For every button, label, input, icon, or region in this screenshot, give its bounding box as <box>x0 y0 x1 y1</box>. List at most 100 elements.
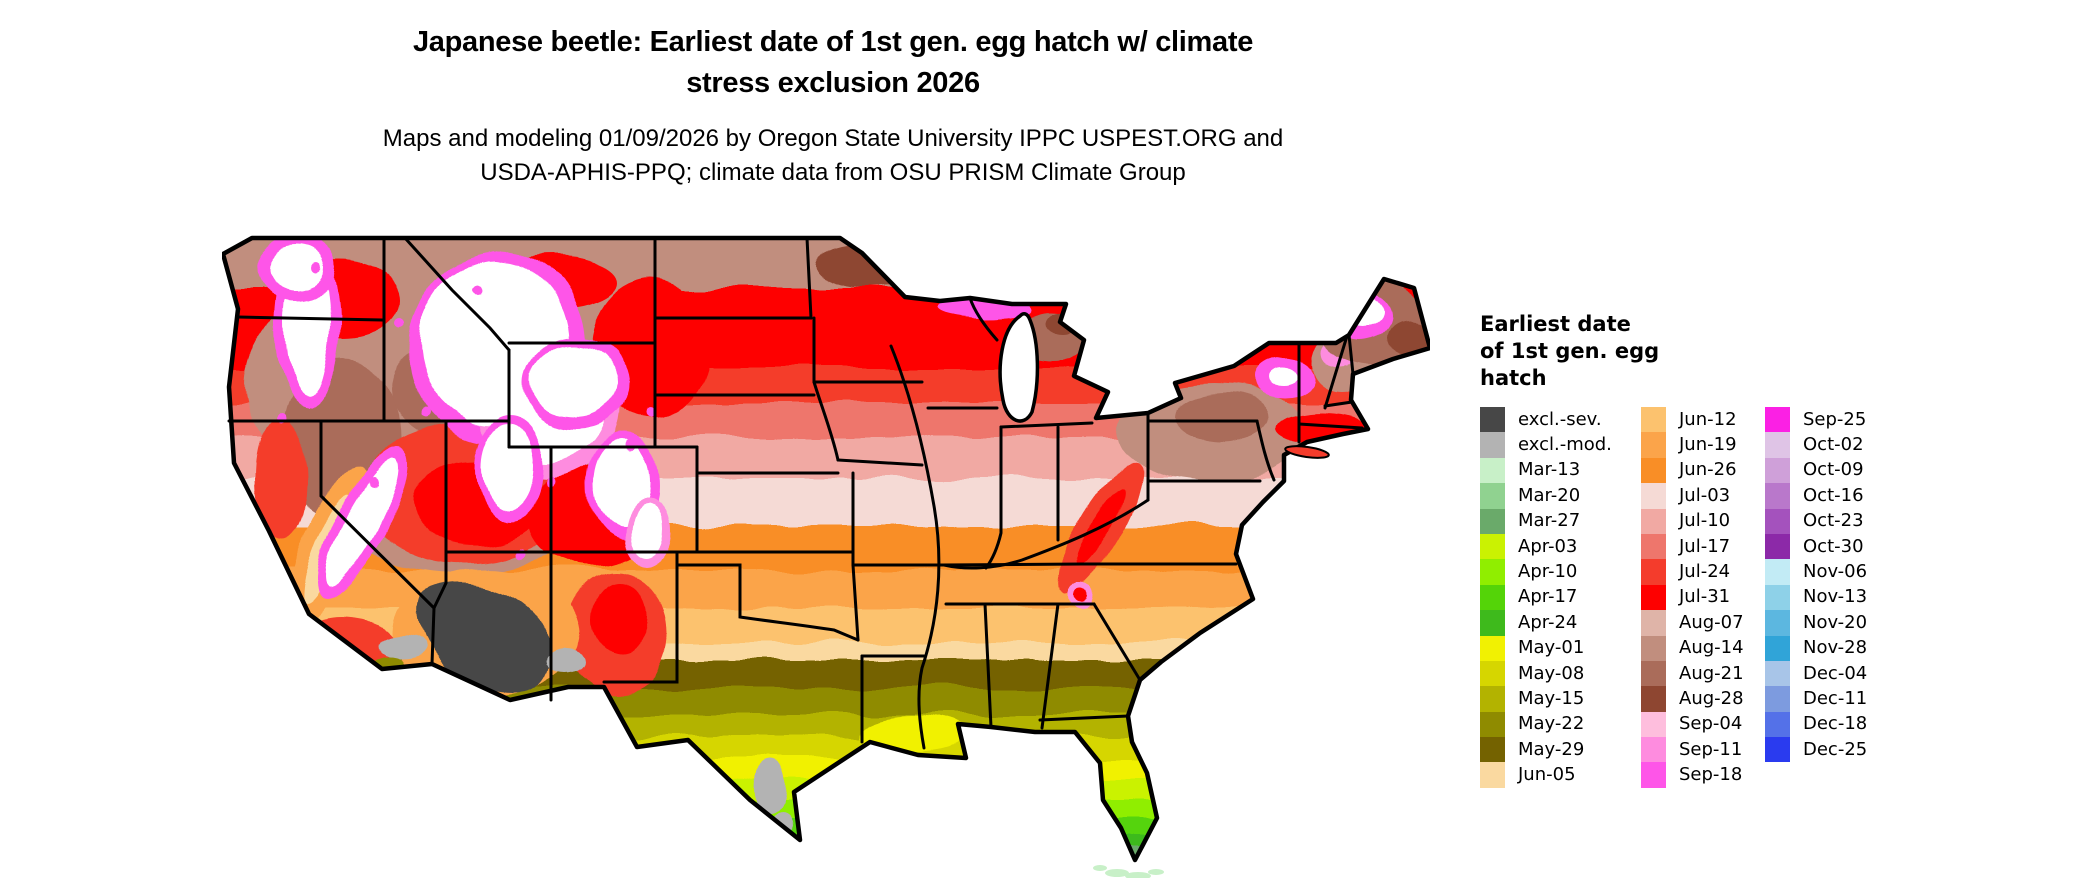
legend-column: Jun-12 Jun-19 Jun-26 Jul-03 Jul-10 Jul-17 Jul-… <box>1641 407 1744 788</box>
us-map-svg <box>220 235 1433 880</box>
legend-entry: May-01 <box>1480 635 1612 661</box>
legend-swatch <box>1765 483 1790 509</box>
legend-label: Sep-04 <box>1679 713 1743 735</box>
legend-label: Jun-05 <box>1518 764 1576 786</box>
legend-label: Oct-30 <box>1803 535 1864 557</box>
legend-label: Sep-11 <box>1679 738 1743 760</box>
legend-label: Sep-25 <box>1803 408 1867 430</box>
legend-swatch <box>1480 407 1505 433</box>
legend-entry: Aug-14 <box>1641 635 1744 661</box>
legend-swatch <box>1765 711 1790 738</box>
legend-swatch <box>1641 660 1666 687</box>
legend-label: May-22 <box>1518 713 1585 735</box>
legend-swatch <box>1765 407 1790 433</box>
lake-michigan <box>998 312 1040 423</box>
legend-entry: excl.-sev. <box>1480 407 1612 433</box>
legend-label: Oct-02 <box>1803 434 1864 456</box>
legend-entry: Apr-17 <box>1480 584 1612 611</box>
legend-entry: Oct-23 <box>1765 508 1867 534</box>
legend-entry: Mar-27 <box>1480 508 1612 534</box>
legend-entry: Nov-06 <box>1765 559 1868 585</box>
legend-entry: Sep-11 <box>1641 737 1744 763</box>
legend-label: Jul-17 <box>1679 535 1731 557</box>
legend-label: Dec-18 <box>1803 713 1868 735</box>
subtitle-line-1: Maps and modeling 01/09/2026 by Oregon S… <box>382 125 1284 152</box>
legend-label: Nov-06 <box>1803 561 1868 583</box>
us-outline <box>220 235 1433 863</box>
legend-label: Mar-20 <box>1518 484 1581 506</box>
legend-title-line-3: hatch <box>1480 366 1547 390</box>
legend-swatch <box>1641 533 1666 560</box>
legend-entry: Dec-11 <box>1765 686 1867 712</box>
legend-entry: Jul-10 <box>1641 508 1744 534</box>
legend-swatch <box>1641 610 1666 636</box>
legend-swatch <box>1480 686 1505 712</box>
legend-swatch <box>1480 432 1505 458</box>
legend-swatch <box>1765 737 1790 763</box>
legend-entry: Sep-18 <box>1641 762 1744 788</box>
legend-entry: Jul-24 <box>1641 559 1744 585</box>
legend-entry: Aug-07 <box>1641 610 1744 636</box>
florida-keys <box>1093 865 1164 880</box>
legend-swatch <box>1641 432 1666 458</box>
legend-swatch <box>1641 762 1666 788</box>
legend-swatch <box>1641 508 1666 534</box>
legend-entry: May-08 <box>1480 660 1612 687</box>
legend-label: Jun-12 <box>1679 408 1737 430</box>
legend-swatch <box>1641 457 1666 484</box>
legend-entry: Oct-09 <box>1765 457 1867 484</box>
legend-label: Sep-18 <box>1679 764 1743 786</box>
legend-label: May-15 <box>1518 687 1585 709</box>
state-borders <box>227 236 1364 750</box>
legend-label: May-08 <box>1518 662 1585 684</box>
legend-label: Aug-21 <box>1679 662 1744 684</box>
legend-label: Dec-04 <box>1803 662 1868 684</box>
legend-swatch <box>1480 635 1505 661</box>
legend-swatch <box>1480 483 1505 509</box>
legend-entry: Oct-02 <box>1765 432 1867 458</box>
legend-label: Mar-27 <box>1518 510 1581 532</box>
legend-swatch <box>1641 686 1666 712</box>
legend-entry: May-29 <box>1480 737 1612 763</box>
legend-swatch <box>1641 711 1666 738</box>
legend-label: Oct-09 <box>1803 459 1864 481</box>
legend-swatch <box>1765 610 1790 636</box>
subtitle-line-2: USDA-APHIS-PPQ; climate data from OSU PR… <box>480 159 1186 186</box>
legend-swatch <box>1765 457 1790 484</box>
legend-entry: Oct-30 <box>1765 533 1867 560</box>
legend-entry: Jun-12 <box>1641 407 1744 433</box>
legend-swatch <box>1765 533 1790 560</box>
legend-label: Aug-07 <box>1679 611 1744 633</box>
legend-swatch <box>1480 584 1505 611</box>
legend-swatch <box>1480 457 1505 484</box>
long-island <box>1284 445 1330 459</box>
legend-swatch <box>1480 711 1505 738</box>
legend-entry: Sep-25 <box>1765 407 1867 433</box>
legend-column: excl.-sev. excl.-mod. Mar-13 Mar-20 Mar-27 Ap… <box>1480 407 1612 788</box>
legend-label: Nov-28 <box>1803 637 1868 659</box>
legend-entry: Oct-16 <box>1765 483 1867 509</box>
legend-label: excl.-sev. <box>1518 408 1602 430</box>
legend-swatch <box>1480 533 1505 560</box>
legend-label: Oct-23 <box>1803 510 1864 532</box>
legend-column: Sep-25 Oct-02 Oct-09 Oct-16 Oct-23 Oct-30 Nov-… <box>1765 407 1868 763</box>
legend-entry: Jul-17 <box>1641 533 1744 560</box>
legend-entry: May-22 <box>1480 711 1612 738</box>
legend-label: Nov-20 <box>1803 611 1868 633</box>
legend-swatch <box>1480 508 1505 534</box>
us-map <box>220 228 1433 880</box>
legend-label: Nov-13 <box>1803 586 1868 608</box>
legend-label: Aug-14 <box>1679 637 1744 659</box>
legend-label: Dec-25 <box>1803 738 1868 760</box>
legend-label: Jul-03 <box>1679 484 1731 506</box>
legend-swatch <box>1480 737 1505 763</box>
legend-label: May-01 <box>1518 637 1585 659</box>
legend-entry: Jul-03 <box>1641 483 1744 509</box>
legend-entry: Aug-21 <box>1641 660 1744 687</box>
legend-entry: May-15 <box>1480 686 1612 712</box>
map-title: Japanese beetle: Earliest date of 1st ge… <box>233 22 1433 104</box>
legend-entry: Nov-20 <box>1765 610 1868 636</box>
legend-entry: Apr-03 <box>1480 533 1612 560</box>
legend-swatch <box>1765 559 1790 585</box>
